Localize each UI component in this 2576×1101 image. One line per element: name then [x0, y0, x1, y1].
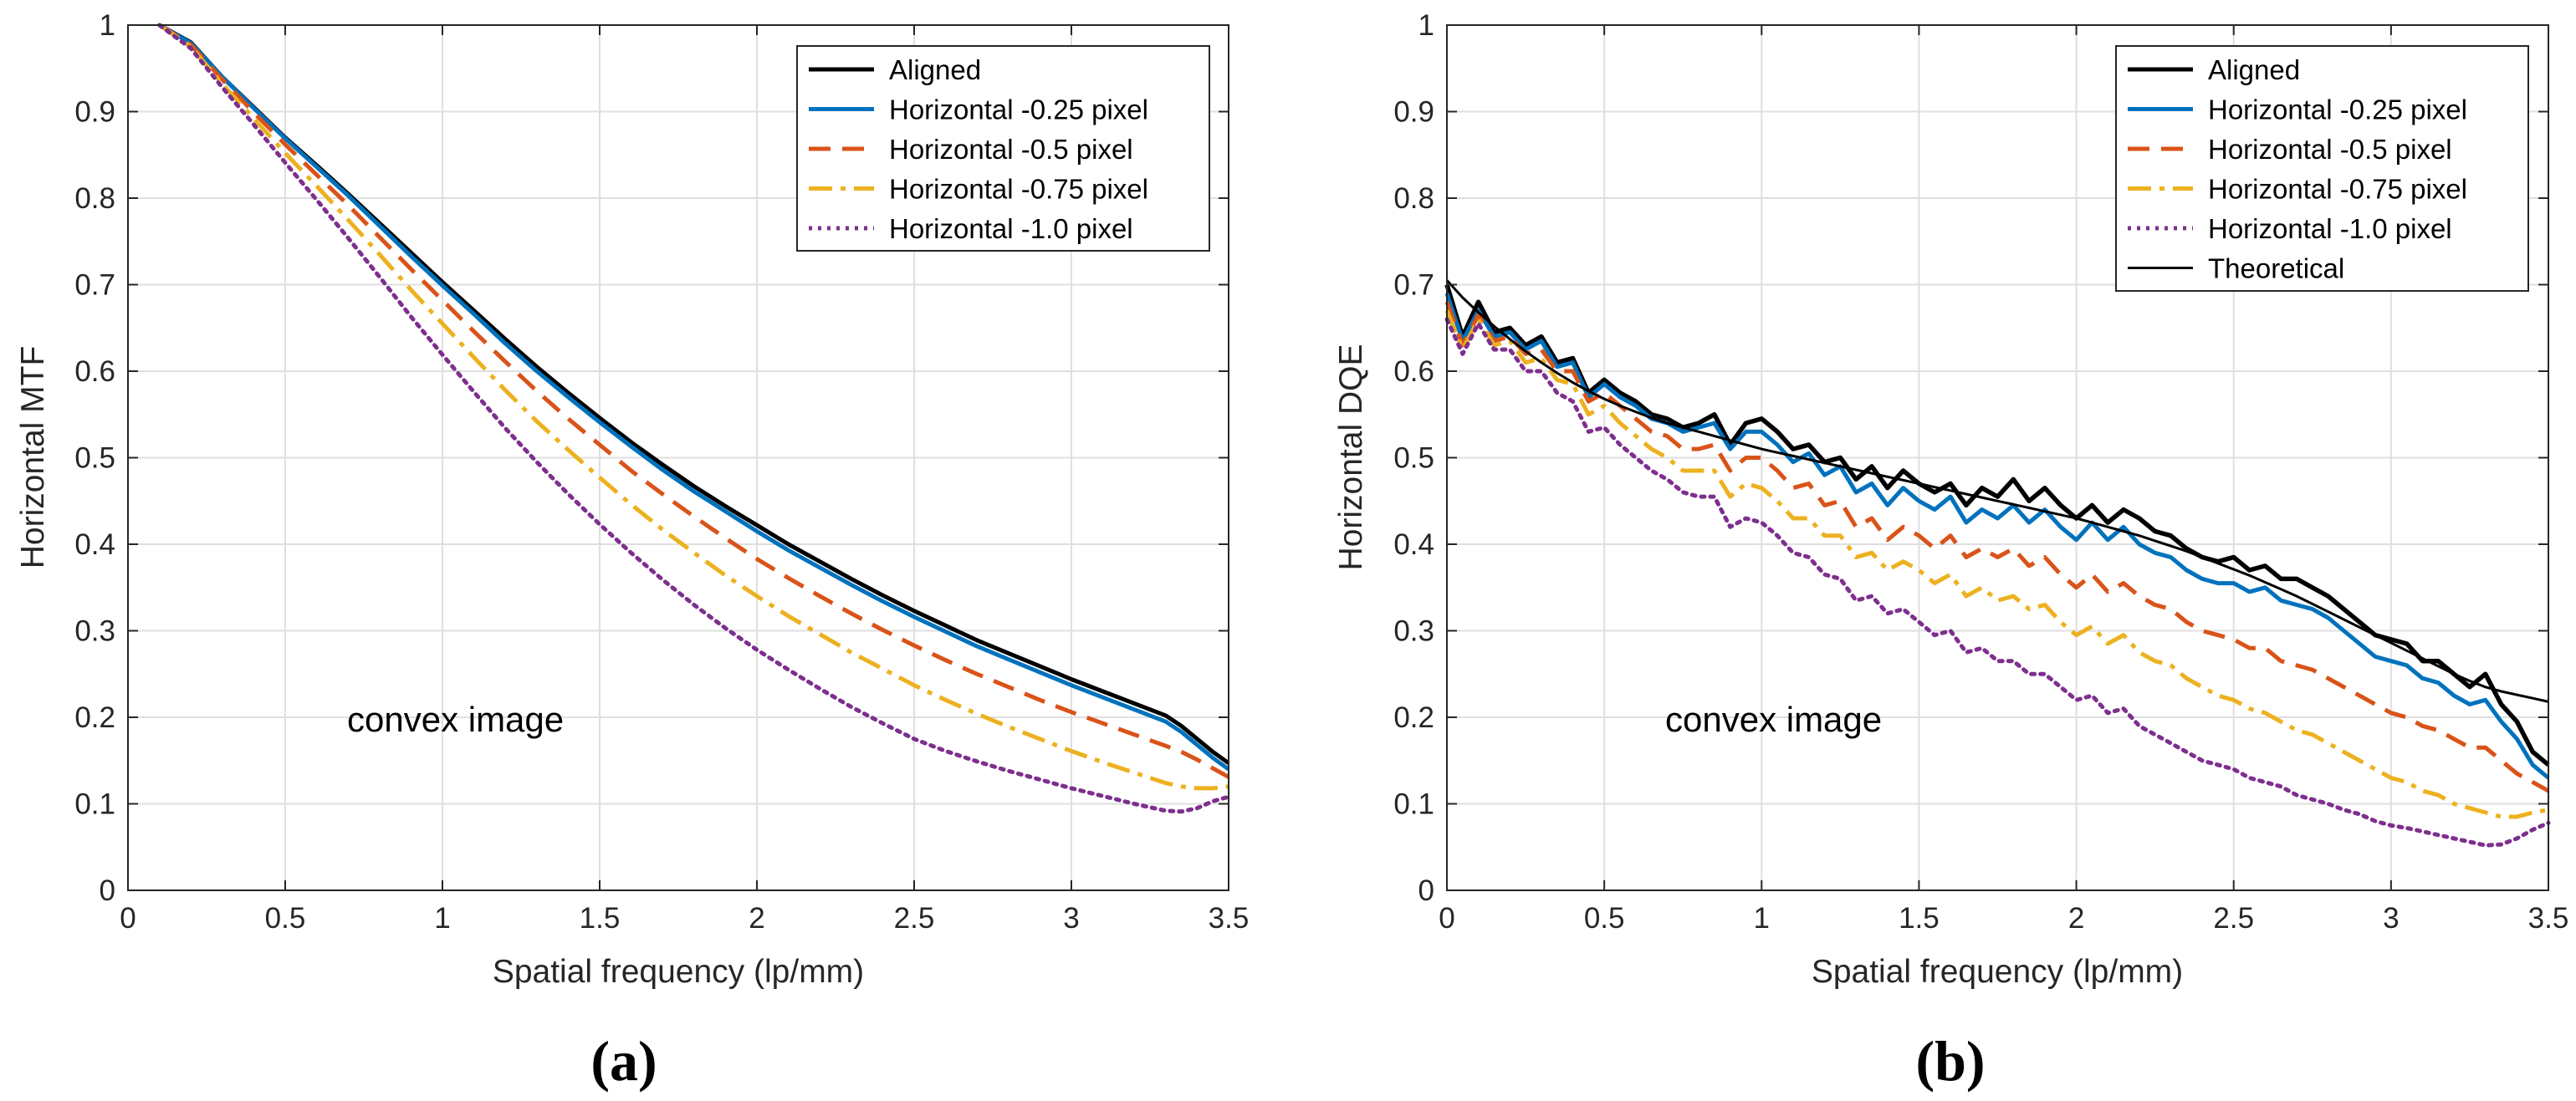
panel-b-x-tick-label: 2.5	[2213, 902, 2254, 935]
panel-a-y-tick-label: 0.2	[74, 701, 115, 734]
panel-b-y-tick-label: 0.7	[1393, 269, 1434, 302]
panel-a-legend-label-horizontal-1-0-pixel: Horizontal -1.0 pixel	[889, 213, 1133, 244]
panel-b-series-aligned	[1444, 283, 2550, 767]
panel-a-y-tick-label: 0.8	[74, 182, 115, 215]
panel-b-legend-label-horizontal-1-0-pixel: Horizontal -1.0 pixel	[2208, 213, 2452, 244]
panel-b-series-horizontal-0-5-pixel	[1444, 301, 2550, 793]
panel-a-series-horizontal-0-25-pixel	[158, 23, 1230, 772]
panel-b-x-tick-label: 0	[1439, 902, 1454, 935]
panel-a-x-tick-label: 0.5	[265, 902, 306, 935]
panel-b-y-tick-label: 0.9	[1393, 96, 1434, 129]
panel-b-legend-label-horizontal-0-25-pixel: Horizontal -0.25 pixel	[2208, 94, 2467, 125]
panel-a-x-tick-label: 2.5	[894, 902, 935, 935]
panel-b-series	[1444, 279, 2551, 848]
panel-b-y-tick-label: 0	[1418, 874, 1434, 907]
panel-b-x-tick-label: 1	[1754, 902, 1770, 935]
panel-a-legend-label-horizontal-0-5-pixel: Horizontal -0.5 pixel	[889, 134, 1133, 165]
panel-b-y-tick-label: 0.3	[1393, 615, 1434, 648]
panel-b-x-tick-label: 3	[2383, 902, 2399, 935]
panel-b-series-theoretical	[1445, 279, 2549, 703]
panel-a-legend-box	[796, 45, 1210, 252]
panel-b-ticks: 0 0.5 1 1.5 2 2.5 3 3.5 0 0.1 0.2 0.3 0.4 0.5 0.6 0.7 0.…	[1393, 9, 2568, 935]
panel-b-legend-label-theoretical: Theoretical	[2208, 253, 2344, 284]
panel-b-x-tick-label: 1.5	[1899, 902, 1940, 935]
panel-a-y-tick-label: 0.6	[74, 355, 115, 388]
panel-b-x-axis-label: Spatial frequency (lp/mm)	[1812, 954, 2183, 990]
panel-a-x-tick-label: 2	[749, 902, 764, 935]
panel-b-y-tick-label: 0.1	[1393, 788, 1434, 821]
panel-a-x-tick-label: 3.5	[1209, 902, 1250, 935]
panel-b-legend-box	[2115, 45, 2529, 292]
panel-b-series-horizontal-0-25-pixel	[1444, 293, 2550, 780]
panel-b-x-tick-label: 0.5	[1584, 902, 1625, 935]
panel-a-series-horizontal-1-0-pixel	[157, 23, 1231, 814]
panel-a-y-tick-label: 1	[100, 9, 115, 42]
panel-a-annotation: convex image	[347, 700, 564, 739]
panel-a-y-tick-label: 0.3	[74, 615, 115, 648]
panel-b-chart: 0 0.5 1 1.5 2 2.5 3 3.5 0 0.1 0.2 0.3 0.4 0.5 0.6 0.7 0.…	[1333, 9, 2568, 1093]
panel-a-x-axis-label: Spatial frequency (lp/mm)	[493, 954, 864, 990]
panel-b-y-tick-label: 0.4	[1393, 528, 1434, 561]
panel-b-y-tick-label: 0.8	[1393, 182, 1434, 215]
panel-b-y-axis-label: Horizontal DQE	[1333, 344, 1369, 571]
panel-a-y-tick-label: 0.7	[74, 269, 115, 302]
panel-b-x-tick-label: 2	[2068, 902, 2084, 935]
panel-a-legend: Aligned Horizontal -0.25 pixel Horizontal …	[796, 45, 1210, 252]
panel-b-legend-label-horizontal-0-5-pixel: Horizontal -0.5 pixel	[2208, 134, 2452, 165]
panel-b-y-tick-label: 0.6	[1393, 355, 1434, 388]
panel-a-x-tick-label: 1	[434, 902, 450, 935]
panel-a-y-tick-label: 0.4	[74, 528, 115, 561]
panel-a-y-tick-label: 0.9	[74, 96, 115, 129]
panel-a-y-tick-label: 0	[100, 874, 115, 907]
panel-b-annotation: convex image	[1665, 700, 1882, 739]
panel-b-y-tick-label: 1	[1418, 9, 1434, 42]
panel-a-legend-label-horizontal-0-75-pixel: Horizontal -0.75 pixel	[889, 174, 1148, 205]
panel-a-y-tick-label: 0.5	[74, 442, 115, 475]
panel-a-series-horizontal-0-75-pixel	[158, 23, 1229, 791]
panel-b-series-horizontal-1-0-pixel	[1444, 317, 2551, 848]
panel-a-x-tick-label: 0	[120, 902, 135, 935]
panel-b-legend: Aligned Horizontal -0.25 pixel Horizontal …	[2115, 45, 2529, 292]
panel-b-legend-label-aligned: Aligned	[2208, 54, 2300, 85]
panel-a-series	[157, 23, 1231, 814]
panel-a-x-tick-label: 1.5	[580, 902, 621, 935]
panel-b-y-tick-label: 0.5	[1393, 442, 1434, 475]
panel-a-series-horizontal-0-5-pixel	[158, 23, 1230, 779]
panel-a-chart: 0 0.5 1 1.5 2 2.5 3 3.5 0 0.1 0.2 0.3 0.4 0.5 0.6 0.7 0.…	[15, 9, 1249, 1093]
panel-b-x-tick-label: 3.5	[2528, 902, 2569, 935]
panel-a-y-tick-label: 0.1	[74, 788, 115, 821]
panel-b-label: (b)	[1915, 1029, 1985, 1093]
panel-a-label: (a)	[590, 1029, 657, 1093]
panel-b-y-tick-label: 0.2	[1393, 701, 1434, 734]
panel-a-legend-label-horizontal-0-25-pixel: Horizontal -0.25 pixel	[889, 94, 1148, 125]
panel-b-legend-label-horizontal-0-75-pixel: Horizontal -0.75 pixel	[2208, 174, 2467, 205]
panel-a-legend-label-aligned: Aligned	[889, 54, 981, 85]
panel-a-y-axis-label: Horizontal MTF	[15, 346, 51, 569]
panel-a-x-tick-label: 3	[1063, 902, 1079, 935]
panel-a-ticks: 0 0.5 1 1.5 2 2.5 3 3.5 0 0.1 0.2 0.3 0.4 0.5 0.6 0.7 0.…	[74, 9, 1249, 935]
